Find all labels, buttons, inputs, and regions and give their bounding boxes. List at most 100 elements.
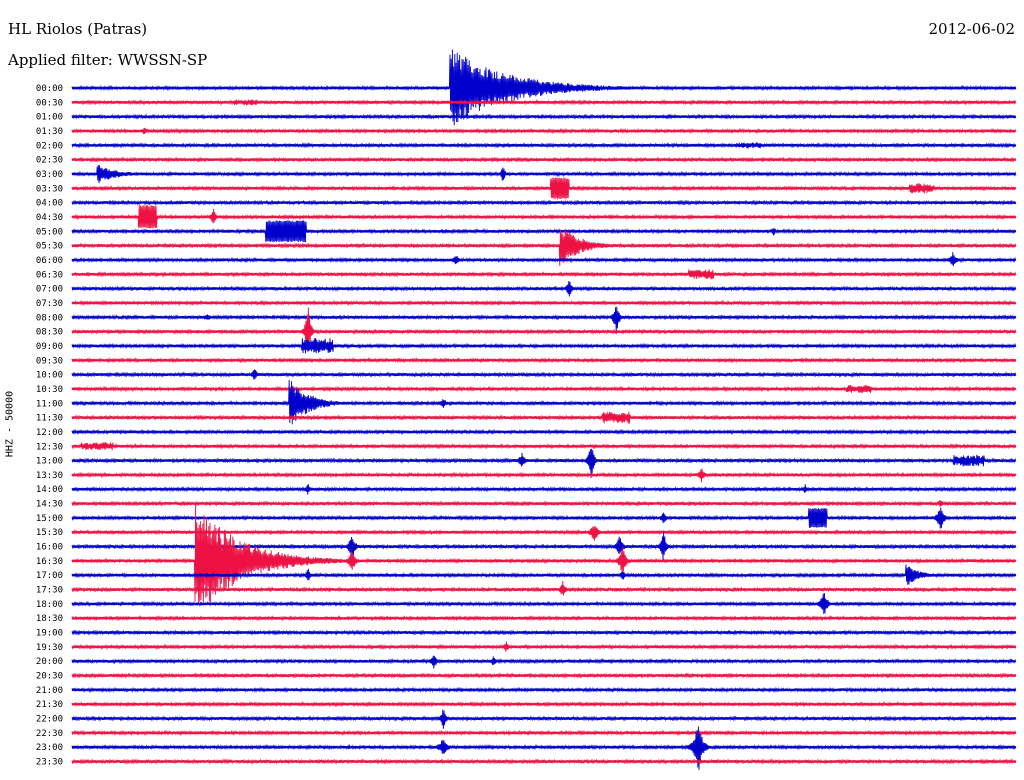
trace-0800: [71, 306, 1017, 335]
trace-0700: [71, 280, 1017, 297]
tick-label-0530: 05:30: [36, 242, 63, 252]
tick-label-2000: 20:00: [36, 657, 63, 667]
trace-2230: [71, 729, 1017, 736]
trace-1530: [71, 526, 1017, 541]
tick-label-0800: 08:00: [36, 313, 63, 323]
trace-0300: [71, 165, 1017, 184]
tick-label-1130: 11:30: [36, 414, 63, 424]
tick-label-2200: 22:00: [36, 715, 63, 725]
trace-2300: [71, 726, 1017, 770]
tick-label-2300: 23:00: [36, 743, 63, 753]
tick-label-1930: 19:30: [36, 643, 63, 653]
trace-0630: [71, 269, 1017, 280]
trace-1100: [71, 379, 1017, 425]
tick-label-0130: 01:30: [36, 127, 63, 137]
tick-label-1600: 16:00: [36, 543, 63, 553]
trace-1630: [71, 504, 1017, 605]
trace-0200: [71, 142, 1017, 149]
trace-0030: [71, 99, 1017, 106]
trace-1200: [71, 428, 1017, 436]
tick-label-0200: 02:00: [36, 141, 63, 151]
tick-label-2330: 23:30: [36, 758, 63, 768]
trace-0600: [71, 252, 1017, 267]
tick-label-0500: 05:00: [36, 227, 63, 237]
tick-label-2100: 21:00: [36, 686, 63, 696]
trace-2200: [71, 709, 1017, 729]
station-title: HL Riolos (Patras): [8, 20, 148, 38]
trace-1400: [71, 484, 1017, 495]
trace-0900: [71, 337, 1017, 354]
tick-label-2230: 22:30: [36, 729, 63, 739]
trace-1000: [71, 369, 1017, 380]
trace-1230: [71, 442, 1017, 451]
tick-label-2030: 20:30: [36, 672, 63, 682]
tick-label-0730: 07:30: [36, 299, 63, 309]
trace-0930: [71, 357, 1017, 364]
trace-1130: [71, 411, 1017, 424]
trace-0130: [71, 127, 1017, 135]
trace-0330: [71, 177, 1017, 200]
trace-0430: [71, 204, 1017, 229]
trace-1830: [71, 615, 1017, 622]
date-label: 2012-06-02: [928, 20, 1015, 38]
tick-label-1030: 10:30: [36, 385, 63, 395]
trace-1930: [71, 641, 1017, 652]
trace-1700: [71, 564, 1017, 585]
trace-0830: [71, 307, 1017, 351]
tick-label-1530: 15:30: [36, 528, 63, 538]
tick-label-1230: 12:30: [36, 442, 63, 452]
trace-2000: [71, 655, 1017, 669]
tick-label-2130: 21:30: [36, 700, 63, 710]
tick-label-1330: 13:30: [36, 471, 63, 481]
trace-1900: [71, 629, 1017, 636]
tick-label-1700: 17:00: [36, 571, 63, 581]
trace-group: [71, 49, 1017, 770]
filter-label: Applied filter: WWSSN-SP: [8, 51, 208, 69]
trace-0400: [71, 199, 1017, 206]
trace-0000: [71, 49, 1017, 126]
tick-label-1500: 15:00: [36, 514, 63, 524]
tick-label-group: 00:00 00:30 01:00 01:30 02:00 02:30 03:00 03:30…: [36, 84, 63, 768]
tick-label-1630: 16:30: [36, 557, 63, 567]
tick-label-0100: 01:00: [36, 113, 63, 123]
tick-label-0400: 04:00: [36, 199, 63, 209]
tick-label-0830: 08:30: [36, 328, 63, 338]
tick-label-0300: 03:00: [36, 170, 63, 180]
trace-1500: [71, 507, 1017, 529]
trace-1730: [71, 580, 1017, 596]
trace-1030: [71, 384, 1017, 393]
tick-label-1100: 11:00: [36, 399, 63, 409]
tick-label-1900: 19:00: [36, 629, 63, 639]
tick-label-1830: 18:30: [36, 614, 63, 624]
trace-2330: [71, 758, 1017, 765]
trace-0500: [71, 220, 1017, 243]
tick-label-1200: 12:00: [36, 428, 63, 438]
trace-2130: [71, 701, 1017, 708]
trace-1800: [71, 593, 1017, 615]
tick-label-0000: 00:00: [36, 84, 63, 94]
tick-label-1000: 10:00: [36, 371, 63, 381]
tick-label-0230: 02:30: [36, 156, 63, 166]
tick-label-0030: 00:30: [36, 98, 63, 108]
tick-label-0330: 03:30: [36, 184, 63, 194]
trace-0530: [71, 229, 1017, 266]
tick-label-1800: 18:00: [36, 600, 63, 610]
trace-1300: [71, 448, 1017, 479]
trace-0730: [71, 299, 1017, 307]
trace-0230: [71, 156, 1017, 163]
tick-label-1730: 17:30: [36, 586, 63, 596]
trace-1330: [71, 468, 1017, 483]
tick-label-1300: 13:00: [36, 457, 63, 467]
trace-2100: [71, 686, 1017, 693]
tick-label-0430: 04:30: [36, 213, 63, 223]
tick-label-0930: 09:30: [36, 356, 63, 366]
trace-0100: [71, 113, 1017, 120]
tick-label-0700: 07:00: [36, 285, 63, 295]
tick-label-1430: 14:30: [36, 500, 63, 510]
tick-label-0600: 06:00: [36, 256, 63, 266]
trace-2030: [71, 672, 1017, 679]
tick-label-1400: 14:00: [36, 485, 63, 495]
trace-1430: [71, 500, 1017, 507]
tick-label-0630: 06:30: [36, 270, 63, 280]
